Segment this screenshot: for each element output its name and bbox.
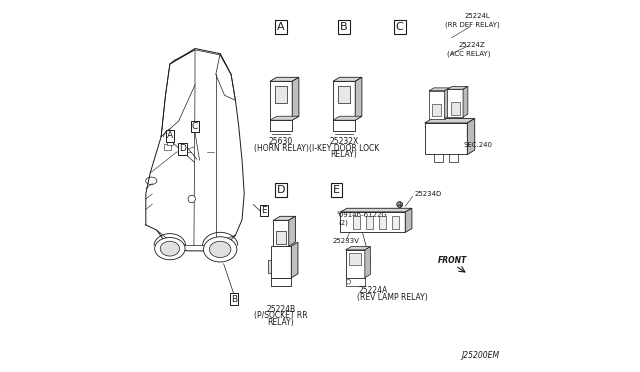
- Circle shape: [346, 280, 351, 284]
- Polygon shape: [289, 217, 296, 246]
- FancyBboxPatch shape: [333, 81, 355, 120]
- Text: A: A: [167, 131, 173, 141]
- Text: (ACC RELAY): (ACC RELAY): [447, 50, 490, 57]
- Ellipse shape: [155, 237, 185, 260]
- Text: 25234D: 25234D: [415, 191, 442, 197]
- Polygon shape: [405, 208, 412, 232]
- FancyBboxPatch shape: [451, 102, 460, 115]
- Polygon shape: [467, 119, 475, 154]
- FancyBboxPatch shape: [434, 154, 443, 162]
- Text: (2): (2): [339, 220, 348, 226]
- Text: ³09146-6122G: ³09146-6122G: [336, 212, 387, 218]
- Text: (HORN RELAY): (HORN RELAY): [253, 144, 308, 153]
- FancyBboxPatch shape: [270, 81, 292, 120]
- Ellipse shape: [160, 241, 179, 256]
- Text: SEC.240: SEC.240: [463, 142, 492, 148]
- Text: C: C: [396, 22, 404, 32]
- FancyBboxPatch shape: [380, 216, 386, 229]
- Text: J25200EM: J25200EM: [461, 351, 500, 360]
- Text: B: B: [340, 22, 348, 32]
- Text: 25224A: 25224A: [359, 286, 388, 295]
- Text: C: C: [191, 122, 198, 131]
- Text: D: D: [277, 185, 285, 195]
- Circle shape: [188, 195, 195, 203]
- Ellipse shape: [209, 241, 231, 257]
- Text: RELAY): RELAY): [331, 150, 358, 159]
- FancyBboxPatch shape: [338, 86, 350, 103]
- Text: 25630: 25630: [269, 137, 293, 146]
- FancyBboxPatch shape: [449, 154, 458, 162]
- FancyBboxPatch shape: [276, 231, 285, 244]
- Text: (P/SOCKET RR: (P/SOCKET RR: [254, 311, 308, 320]
- Text: (I-KEY DOOR LOCK: (I-KEY DOOR LOCK: [309, 144, 380, 153]
- Polygon shape: [273, 217, 296, 220]
- Text: 25232X: 25232X: [330, 137, 358, 146]
- FancyBboxPatch shape: [270, 120, 292, 131]
- FancyBboxPatch shape: [164, 144, 171, 150]
- FancyBboxPatch shape: [432, 104, 442, 116]
- Ellipse shape: [204, 237, 237, 262]
- Text: 25224B: 25224B: [266, 305, 296, 314]
- Polygon shape: [292, 77, 299, 120]
- FancyBboxPatch shape: [273, 220, 289, 246]
- Polygon shape: [270, 77, 299, 81]
- FancyBboxPatch shape: [271, 278, 291, 286]
- Text: (RR DEF RELAY): (RR DEF RELAY): [445, 22, 500, 28]
- FancyBboxPatch shape: [429, 91, 445, 119]
- Polygon shape: [425, 119, 475, 123]
- Polygon shape: [429, 88, 449, 91]
- FancyBboxPatch shape: [275, 86, 287, 103]
- Text: D: D: [179, 144, 186, 153]
- Polygon shape: [291, 242, 298, 278]
- Text: 25224Z: 25224Z: [458, 42, 485, 48]
- FancyBboxPatch shape: [346, 278, 365, 286]
- FancyBboxPatch shape: [447, 89, 463, 117]
- Polygon shape: [463, 86, 468, 117]
- FancyBboxPatch shape: [353, 216, 360, 229]
- Polygon shape: [270, 116, 299, 120]
- FancyBboxPatch shape: [271, 246, 291, 278]
- Polygon shape: [445, 88, 449, 119]
- Text: B: B: [231, 295, 237, 304]
- Text: E: E: [333, 185, 340, 195]
- FancyBboxPatch shape: [366, 216, 373, 229]
- Polygon shape: [447, 86, 468, 89]
- Polygon shape: [340, 208, 412, 212]
- FancyBboxPatch shape: [392, 216, 399, 229]
- Polygon shape: [355, 77, 362, 120]
- Text: A: A: [277, 22, 285, 32]
- Text: (REV LAMP RELAY): (REV LAMP RELAY): [357, 294, 428, 302]
- Text: RELAY): RELAY): [268, 318, 294, 327]
- FancyBboxPatch shape: [268, 260, 271, 273]
- Text: E: E: [261, 206, 266, 215]
- Text: FRONT: FRONT: [438, 256, 467, 264]
- FancyBboxPatch shape: [333, 120, 355, 131]
- FancyBboxPatch shape: [340, 212, 405, 232]
- Circle shape: [397, 202, 403, 208]
- Text: 25233V: 25233V: [333, 238, 360, 244]
- FancyBboxPatch shape: [425, 123, 467, 154]
- Polygon shape: [346, 247, 371, 250]
- Text: 25224L: 25224L: [465, 13, 490, 19]
- FancyBboxPatch shape: [166, 138, 173, 145]
- Polygon shape: [365, 247, 371, 278]
- FancyBboxPatch shape: [346, 250, 365, 278]
- Polygon shape: [333, 77, 362, 81]
- Polygon shape: [333, 116, 362, 120]
- FancyBboxPatch shape: [349, 253, 361, 265]
